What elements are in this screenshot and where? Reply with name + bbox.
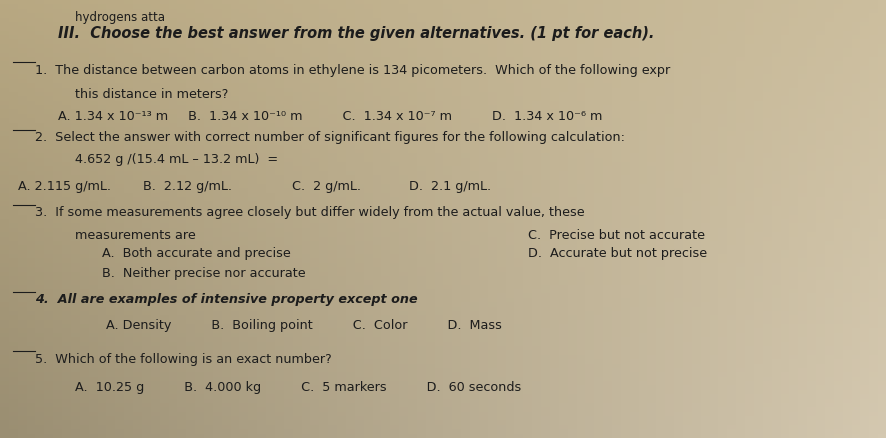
Text: A. Density          B.  Boiling point          C.  Color          D.  Mass: A. Density B. Boiling point C. Color D. … — [106, 319, 501, 332]
Text: 4.652 g /(15.4 mL – 13.2 mL)  =: 4.652 g /(15.4 mL – 13.2 mL) = — [75, 153, 309, 166]
Text: 5.  Which of the following is an exact number?: 5. Which of the following is an exact nu… — [35, 353, 332, 366]
Text: this distance in meters?: this distance in meters? — [75, 88, 229, 101]
Text: A.  10.25 g          B.  4.000 kg          C.  5 markers          D.  60 seconds: A. 10.25 g B. 4.000 kg C. 5 markers D. 6… — [75, 381, 521, 394]
Text: B.  Neither precise nor accurate: B. Neither precise nor accurate — [102, 267, 306, 280]
Text: A.  Both accurate and precise: A. Both accurate and precise — [102, 247, 291, 261]
Text: A. 2.115 g/mL.        B.  2.12 g/mL.               C.  2 g/mL.            D.  2.: A. 2.115 g/mL. B. 2.12 g/mL. C. 2 g/mL. … — [18, 180, 490, 193]
Text: III.  Choose the best answer from the given alternatives. (1 pt for each).: III. Choose the best answer from the giv… — [58, 26, 653, 41]
Text: measurements are: measurements are — [75, 229, 229, 242]
Text: 3.  If some measurements agree closely but differ widely from the actual value, : 3. If some measurements agree closely bu… — [35, 206, 585, 219]
Text: C.  Precise but not accurate: C. Precise but not accurate — [527, 229, 704, 242]
Text: 4.  All are examples of intensive property except one: 4. All are examples of intensive propert… — [35, 293, 417, 307]
Text: 2.  Select the answer with correct number of significant figures for the followi: 2. Select the answer with correct number… — [35, 131, 625, 145]
Text: 1.  The distance between carbon atoms in ethylene is 134 picometers.  Which of t: 1. The distance between carbon atoms in … — [35, 64, 670, 77]
Text: hydrogens atta: hydrogens atta — [75, 11, 165, 24]
Text: A. 1.34 x 10⁻¹³ m     B.  1.34 x 10⁻¹⁰ m          C.  1.34 x 10⁻⁷ m          D. : A. 1.34 x 10⁻¹³ m B. 1.34 x 10⁻¹⁰ m C. 1… — [58, 110, 602, 124]
Text: D.  Accurate but not precise: D. Accurate but not precise — [527, 247, 706, 261]
